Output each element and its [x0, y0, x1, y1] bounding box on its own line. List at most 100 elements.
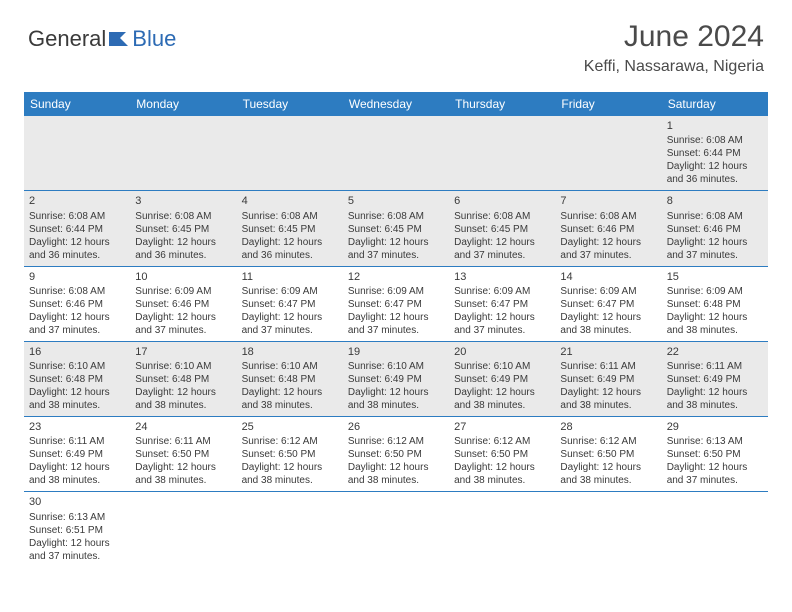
- day-cell: 14Sunrise: 6:09 AMSunset: 6:47 PMDayligh…: [555, 266, 661, 341]
- dl2-text: and 36 minutes.: [667, 173, 763, 186]
- dl2-text: and 36 minutes.: [135, 249, 231, 262]
- sunset-text: Sunset: 6:45 PM: [135, 223, 231, 236]
- dl2-text: and 38 minutes.: [135, 399, 231, 412]
- sunrise-text: Sunrise: 6:08 AM: [242, 210, 338, 223]
- calendar-table: SundayMondayTuesdayWednesdayThursdayFrid…: [24, 92, 768, 567]
- day-cell: 29Sunrise: 6:13 AMSunset: 6:50 PMDayligh…: [662, 417, 768, 492]
- dl2-text: and 37 minutes.: [29, 324, 125, 337]
- sunset-text: Sunset: 6:44 PM: [667, 147, 763, 160]
- logo: General Blue: [28, 26, 176, 52]
- day-number: 15: [667, 270, 763, 284]
- sunrise-text: Sunrise: 6:11 AM: [667, 360, 763, 373]
- dl2-text: and 38 minutes.: [29, 399, 125, 412]
- sunset-text: Sunset: 6:49 PM: [667, 373, 763, 386]
- sunset-text: Sunset: 6:50 PM: [242, 448, 338, 461]
- table-row: 16Sunrise: 6:10 AMSunset: 6:48 PMDayligh…: [24, 341, 768, 416]
- dayname-friday: Friday: [555, 92, 661, 116]
- sunset-text: Sunset: 6:47 PM: [454, 298, 550, 311]
- dl2-text: and 38 minutes.: [242, 399, 338, 412]
- dl1-text: Daylight: 12 hours: [135, 311, 231, 324]
- dl1-text: Daylight: 12 hours: [667, 236, 763, 249]
- day-number: 29: [667, 420, 763, 434]
- sunset-text: Sunset: 6:46 PM: [667, 223, 763, 236]
- sunset-text: Sunset: 6:44 PM: [29, 223, 125, 236]
- empty-cell: [130, 116, 236, 191]
- sunrise-text: Sunrise: 6:08 AM: [560, 210, 656, 223]
- sunrise-text: Sunrise: 6:08 AM: [135, 210, 231, 223]
- dl2-text: and 38 minutes.: [560, 399, 656, 412]
- day-cell: 4Sunrise: 6:08 AMSunset: 6:45 PMDaylight…: [237, 191, 343, 266]
- table-row: 23Sunrise: 6:11 AMSunset: 6:49 PMDayligh…: [24, 417, 768, 492]
- day-cell: 18Sunrise: 6:10 AMSunset: 6:48 PMDayligh…: [237, 341, 343, 416]
- dl2-text: and 38 minutes.: [667, 324, 763, 337]
- dl2-text: and 38 minutes.: [454, 474, 550, 487]
- calendar-body: 1Sunrise: 6:08 AMSunset: 6:44 PMDaylight…: [24, 116, 768, 567]
- sunrise-text: Sunrise: 6:08 AM: [29, 210, 125, 223]
- dayname-monday: Monday: [130, 92, 236, 116]
- day-cell: 24Sunrise: 6:11 AMSunset: 6:50 PMDayligh…: [130, 417, 236, 492]
- day-cell: 21Sunrise: 6:11 AMSunset: 6:49 PMDayligh…: [555, 341, 661, 416]
- sunset-text: Sunset: 6:49 PM: [454, 373, 550, 386]
- day-number: 23: [29, 420, 125, 434]
- table-row: 2Sunrise: 6:08 AMSunset: 6:44 PMDaylight…: [24, 191, 768, 266]
- empty-cell: [24, 116, 130, 191]
- day-cell: 27Sunrise: 6:12 AMSunset: 6:50 PMDayligh…: [449, 417, 555, 492]
- day-number: 22: [667, 345, 763, 359]
- day-cell: 28Sunrise: 6:12 AMSunset: 6:50 PMDayligh…: [555, 417, 661, 492]
- day-cell: 30Sunrise: 6:13 AMSunset: 6:51 PMDayligh…: [24, 492, 130, 567]
- dl1-text: Daylight: 12 hours: [667, 311, 763, 324]
- dl2-text: and 37 minutes.: [667, 474, 763, 487]
- sunrise-text: Sunrise: 6:09 AM: [242, 285, 338, 298]
- sunrise-text: Sunrise: 6:08 AM: [667, 134, 763, 147]
- day-number: 13: [454, 270, 550, 284]
- day-cell: 1Sunrise: 6:08 AMSunset: 6:44 PMDaylight…: [662, 116, 768, 191]
- dl2-text: and 38 minutes.: [135, 474, 231, 487]
- dl2-text: and 37 minutes.: [560, 249, 656, 262]
- day-number: 11: [242, 270, 338, 284]
- dl2-text: and 36 minutes.: [242, 249, 338, 262]
- dl1-text: Daylight: 12 hours: [242, 461, 338, 474]
- day-number: 8: [667, 194, 763, 208]
- sunrise-text: Sunrise: 6:09 AM: [667, 285, 763, 298]
- sunrise-text: Sunrise: 6:09 AM: [454, 285, 550, 298]
- day-number: 7: [560, 194, 656, 208]
- logo-flag-icon: [108, 31, 130, 47]
- day-cell: 3Sunrise: 6:08 AMSunset: 6:45 PMDaylight…: [130, 191, 236, 266]
- day-number: 5: [348, 194, 444, 208]
- dl1-text: Daylight: 12 hours: [242, 311, 338, 324]
- sunset-text: Sunset: 6:48 PM: [242, 373, 338, 386]
- empty-cell: [449, 116, 555, 191]
- dl2-text: and 37 minutes.: [454, 324, 550, 337]
- dl2-text: and 38 minutes.: [560, 474, 656, 487]
- day-cell: 8Sunrise: 6:08 AMSunset: 6:46 PMDaylight…: [662, 191, 768, 266]
- empty-cell: [449, 492, 555, 567]
- dl2-text: and 37 minutes.: [454, 249, 550, 262]
- sunset-text: Sunset: 6:49 PM: [348, 373, 444, 386]
- empty-cell: [662, 492, 768, 567]
- day-number: 4: [242, 194, 338, 208]
- dl1-text: Daylight: 12 hours: [29, 386, 125, 399]
- sunrise-text: Sunrise: 6:12 AM: [560, 435, 656, 448]
- dl1-text: Daylight: 12 hours: [29, 461, 125, 474]
- dl1-text: Daylight: 12 hours: [348, 236, 444, 249]
- sunrise-text: Sunrise: 6:11 AM: [29, 435, 125, 448]
- empty-cell: [343, 116, 449, 191]
- day-number: 27: [454, 420, 550, 434]
- empty-cell: [237, 492, 343, 567]
- table-row: 30Sunrise: 6:13 AMSunset: 6:51 PMDayligh…: [24, 492, 768, 567]
- day-number: 14: [560, 270, 656, 284]
- sunset-text: Sunset: 6:46 PM: [135, 298, 231, 311]
- sunrise-text: Sunrise: 6:10 AM: [135, 360, 231, 373]
- logo-text-general: General: [28, 26, 106, 52]
- sunrise-text: Sunrise: 6:12 AM: [454, 435, 550, 448]
- day-number: 17: [135, 345, 231, 359]
- day-number: 10: [135, 270, 231, 284]
- day-cell: 22Sunrise: 6:11 AMSunset: 6:49 PMDayligh…: [662, 341, 768, 416]
- dl2-text: and 38 minutes.: [348, 399, 444, 412]
- day-cell: 10Sunrise: 6:09 AMSunset: 6:46 PMDayligh…: [130, 266, 236, 341]
- day-number: 24: [135, 420, 231, 434]
- day-number: 19: [348, 345, 444, 359]
- sunrise-text: Sunrise: 6:09 AM: [348, 285, 444, 298]
- table-row: 9Sunrise: 6:08 AMSunset: 6:46 PMDaylight…: [24, 266, 768, 341]
- day-number: 21: [560, 345, 656, 359]
